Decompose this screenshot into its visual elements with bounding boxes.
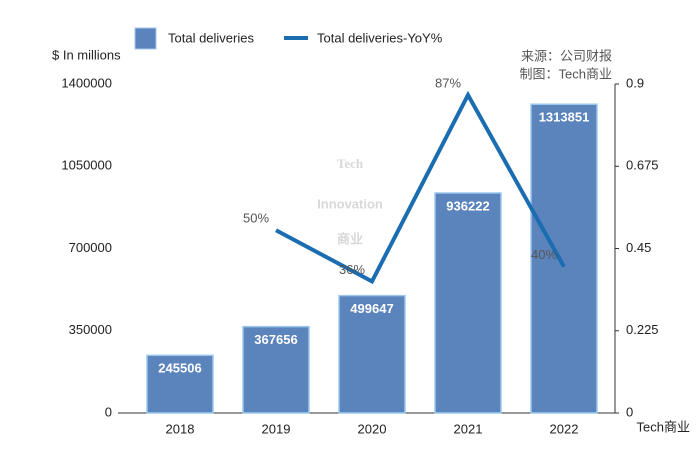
x-tick-label: 2019 — [262, 421, 291, 436]
bar-value-label: 499647 — [350, 301, 393, 316]
y-tick-label: 700000 — [69, 240, 112, 255]
line-value-label: 50% — [243, 211, 269, 226]
x-tick-label: 2022 — [550, 421, 579, 436]
badge: Tech商业 — [637, 419, 690, 434]
x-tick-label: 2020 — [358, 421, 387, 436]
legend-swatch — [134, 27, 157, 50]
y-tick-label: 1400000 — [61, 75, 112, 90]
bar — [242, 325, 310, 414]
y2-tick-label: 0 — [626, 404, 633, 419]
y-tick-label: 350000 — [69, 322, 112, 337]
bar-value-label: 936222 — [446, 198, 489, 213]
line-value-label: 40% — [531, 247, 557, 262]
source-note: 来源：公司财报 — [521, 48, 612, 63]
bar — [146, 354, 214, 414]
bar — [530, 103, 598, 414]
credit-note: 制图：Tech商业 — [520, 66, 612, 81]
y-tick-label: 1050000 — [61, 158, 112, 173]
line-value-label: 36% — [339, 262, 365, 277]
y-axis-title: $ In millions — [52, 47, 121, 62]
bar — [338, 294, 406, 414]
bar-value-label: 1313851 — [539, 110, 590, 125]
y2-tick-label: 0.45 — [626, 240, 651, 255]
x-tick-label: 2021 — [454, 421, 483, 436]
x-tick-label: 2018 — [166, 421, 195, 436]
watermark: 商业 — [337, 231, 363, 246]
bar-value-label: 367656 — [254, 332, 297, 347]
line — [275, 90, 566, 285]
bar — [434, 192, 502, 414]
watermark: Tech — [337, 156, 364, 171]
y2-tick-label: 0.9 — [626, 75, 644, 90]
line-value-label: 87% — [435, 75, 461, 90]
bar-value-label: 245506 — [158, 361, 201, 376]
y-tick-label: 0 — [105, 404, 112, 419]
watermark: Innovation — [317, 196, 383, 211]
y2-tick-label: 0.225 — [626, 322, 659, 337]
legend-label: Total deliveries-YoY% — [317, 30, 443, 45]
legend-label: Total deliveries — [168, 30, 254, 45]
y2-tick-label: 0.675 — [626, 158, 659, 173]
